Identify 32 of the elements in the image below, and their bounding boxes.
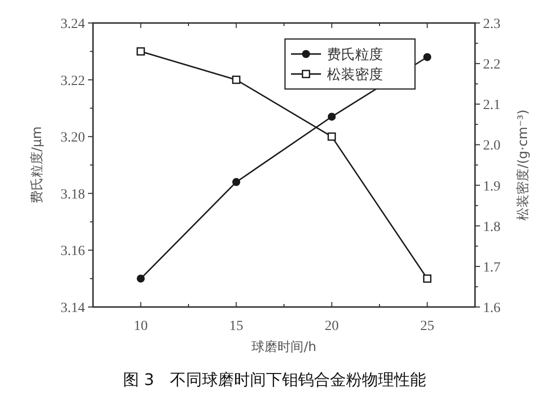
caption: 图 3 不同球磨时间下钼钨合金粉物理性能 [122, 370, 426, 389]
y2-tick-label: 1.6 [483, 301, 500, 316]
y2-tick-label: 2.2 [483, 58, 500, 73]
legend-label: 费氏粒度 [327, 47, 383, 63]
point [328, 112, 336, 121]
y-tick-label: 3.24 [60, 17, 85, 32]
point [423, 274, 432, 283]
y2-tick-label: 1.7 [483, 260, 500, 276]
point [136, 47, 145, 56]
y-tick-label: 3.14 [60, 301, 85, 316]
x-tick-label: 10 [134, 319, 148, 334]
x-tick-label: 20 [324, 319, 339, 334]
y2-tick-label: 2.3 [483, 17, 500, 32]
y-tick-label: 3.16 [60, 244, 85, 260]
y2-tick-label: 2.0 [483, 138, 500, 154]
point [232, 178, 240, 186]
x-tick-label: 15 [229, 319, 244, 334]
y-axis-title: 费氏粒度/μm [29, 126, 45, 204]
y2-tick-label: 2.1 [483, 98, 500, 114]
point [136, 274, 145, 283]
y2-axis-title: 松装密度/(g·cm⁻³) [515, 110, 531, 220]
point [328, 132, 336, 141]
y-tick-label: 3.22 [60, 74, 85, 89]
legend-label: 松装密度 [327, 67, 383, 83]
point [232, 76, 240, 84]
y2-tick-label: 1.8 [483, 220, 500, 235]
x-axis-title: 球磨时间/h [252, 340, 316, 355]
y2-tick-label: 1.9 [483, 179, 500, 194]
point [423, 53, 432, 62]
x-tick-label: 25 [420, 319, 434, 334]
y-tick-label: 3.20 [60, 130, 85, 146]
y-tick-label: 3.18 [60, 187, 85, 202]
